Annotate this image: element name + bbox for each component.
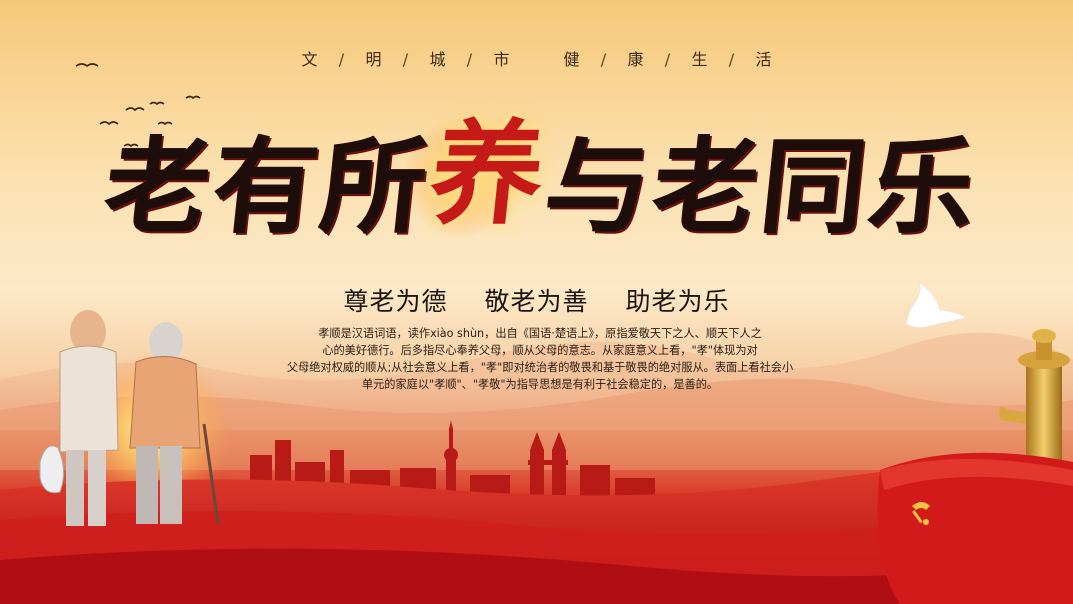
mountains-near	[0, 378, 1073, 470]
elderly-couple-illustration	[39, 310, 220, 526]
title-glow	[402, 118, 522, 238]
subtitle-phrase: 助老为乐	[625, 287, 730, 316]
title-char: 所	[315, 125, 433, 248]
red-wave-front	[0, 545, 1073, 604]
birds-icon	[75, 63, 201, 148]
slogan-char: 市	[493, 50, 510, 69]
main-title: 老 有 所 养 与 老 同 乐	[60, 109, 1020, 262]
slogan-char: 生	[691, 50, 708, 69]
subtitle: 尊老为德 敬老为善 助老为乐	[0, 282, 1073, 318]
slogan-separator: /	[600, 50, 607, 69]
title-char: 老	[647, 125, 765, 248]
slogan-separator: /	[728, 50, 735, 69]
slogan-char: 明	[365, 50, 382, 69]
subtitle-phrase: 敬老为善	[484, 287, 589, 316]
description-line: 父母绝对权威的顺从;从社会意义上看，"孝"即对统治者的敬畏和基于敬畏的绝对服从。…	[286, 361, 794, 374]
title-char: 老	[99, 125, 217, 248]
slogan-char: 城	[429, 50, 446, 69]
slogan-separator: /	[338, 50, 345, 69]
title-char-highlight: 养	[424, 109, 551, 240]
party-flag-icon	[877, 452, 1073, 604]
description-line: 单元的家庭以"孝顺"、"孝敬"为指导思想是有利于社会稳定的，是善的。	[361, 378, 719, 391]
slogan-separator: /	[402, 50, 409, 69]
description-paragraph: 孝顺是汉语词语，读作xiào shùn，出自《国语·楚语上》，原指爱敬天下之人、…	[270, 325, 810, 393]
dove-icon	[905, 281, 967, 328]
slogan-separator: /	[466, 50, 473, 69]
description-line: 孝顺是汉语词语，读作xiào shùn，出自《国语·楚语上》，原指爱敬天下之人、…	[318, 327, 762, 340]
slogan-row: 文 / 明 / 城 / 市 健 / 康 / 生 / 活	[0, 46, 1073, 70]
title-char: 同	[755, 125, 873, 248]
subtitle-phrase: 尊老为德	[343, 287, 448, 316]
slogan-char: 活	[755, 50, 772, 69]
slogan-separator: /	[664, 50, 671, 69]
title-char: 与	[539, 125, 657, 248]
description-line: 心的美好德行。后多指尽心奉养父母，顺从父母的意志。从家庭意义上看，"孝"体现为对	[322, 344, 758, 357]
title-char: 乐	[863, 125, 981, 248]
slogan-char: 文	[301, 50, 318, 69]
slogan-char: 康	[627, 50, 644, 69]
slogan-char: 健	[563, 50, 580, 69]
title-char: 有	[207, 125, 325, 248]
